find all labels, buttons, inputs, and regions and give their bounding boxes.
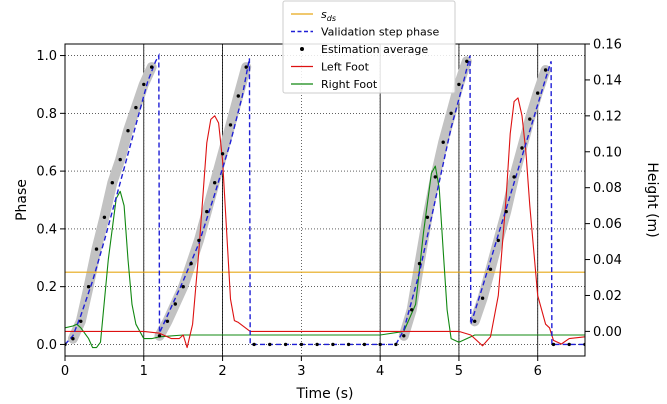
estimation-spread-band: [469, 65, 551, 327]
estimation-average-point: [457, 82, 461, 87]
legend: sds Validation step phase Estimation avera…: [282, 0, 456, 94]
right-y-tick-label: 0.00: [593, 325, 622, 340]
estimation-average-point: [181, 285, 185, 289]
estimation-average-point: [126, 129, 130, 133]
validation-step-phase-line: [65, 52, 585, 346]
x-tick-label: 6: [534, 364, 542, 379]
right-y-tick-label: 0.04: [593, 253, 622, 268]
x-tick-label: 0: [61, 364, 69, 379]
estimation-average-point: [402, 334, 406, 338]
legend-label: Validation step phase: [321, 26, 440, 39]
left-y-axis-label: Phase: [14, 179, 30, 221]
x-tick-label: 5: [455, 364, 463, 379]
right-y-axis: 0.00 0.02 0.04 0.06 0.08 0.10 0.12 0.14 0.16: [585, 38, 622, 340]
right-y-tick-label: 0.10: [593, 145, 622, 160]
estimation-average-point: [252, 342, 256, 347]
estimation-average-point: [504, 209, 508, 214]
x-tick-label: 3: [297, 364, 305, 379]
right-foot-line: [65, 165, 585, 349]
left-y-tick-label: 1.0: [36, 49, 57, 64]
left-y-tick-label: 0.2: [36, 280, 57, 295]
estimation-average-point: [520, 146, 524, 150]
estimation-average-point: [496, 238, 500, 243]
estimation-average-point: [94, 247, 99, 251]
estimation-average-point: [543, 68, 548, 72]
estimation-average-point: [244, 65, 248, 69]
x-tick-label: 1: [140, 364, 148, 379]
estimation-average-point: [134, 105, 138, 110]
estimation-average-point: [150, 65, 154, 69]
legend-label: Left Foot: [321, 61, 370, 74]
estimation-average-point: [299, 342, 304, 347]
estimation-average-point: [567, 342, 571, 347]
estimation-average-point: [417, 261, 422, 266]
estimation-average-point: [480, 296, 485, 300]
estimation-average-point: [331, 342, 335, 347]
legend-label-subscript: ds: [327, 14, 336, 23]
estimation-average-point: [362, 342, 367, 347]
left-y-tick-label: 0.8: [36, 107, 57, 122]
estimation-average-point: [157, 334, 162, 338]
estimation-average-point: [110, 181, 115, 185]
left-y-tick-label: 0.4: [36, 222, 57, 237]
estimation-average-point: [118, 157, 122, 162]
legend-box: [282, 0, 456, 94]
estimation-average-point: [205, 209, 209, 214]
estimation-average-point: [220, 152, 225, 156]
estimation-average-point: [512, 175, 516, 179]
estimation-average-point: [528, 117, 532, 121]
estimation-average-point: [378, 342, 382, 347]
estimation-average-point: [71, 337, 75, 341]
series-layer: [65, 52, 585, 349]
estimation-average-point: [551, 342, 556, 347]
legend-label: Right Foot: [321, 78, 378, 91]
x-tick-label: 4: [376, 364, 384, 379]
x-tick-label: 2: [218, 364, 226, 379]
estimation-average-point: [433, 175, 437, 179]
legend-label: Estimation average: [321, 43, 428, 56]
right-y-tick-label: 0.14: [593, 73, 622, 88]
estimation-average-point: [346, 342, 351, 347]
legend-swatch: [300, 47, 304, 51]
right-y-tick-label: 0.06: [593, 217, 622, 232]
estimation-average-point: [394, 342, 398, 347]
estimation-average-point: [189, 261, 193, 266]
left-y-tick-label: 0.0: [36, 338, 57, 353]
estimation-average-point: [173, 302, 177, 306]
estimation-average-point: [465, 59, 469, 63]
estimation-average-point: [410, 308, 414, 312]
estimation-average-point: [536, 91, 540, 95]
left-y-tick-label: 0.6: [36, 165, 57, 180]
estimation-average-point: [315, 342, 319, 347]
estimation-average-point: [236, 94, 240, 98]
estimation-average-point: [228, 123, 233, 127]
legend-label-main: s: [321, 8, 327, 21]
estimation-average-point: [142, 82, 146, 87]
right-y-tick-label: 0.16: [593, 38, 622, 53]
estimation-average-point: [488, 267, 493, 271]
estimation-average-point: [79, 319, 83, 323]
estimation-average-point: [213, 181, 217, 185]
estimation-average-point: [425, 215, 430, 219]
estimation-average-point: [165, 319, 170, 323]
right-y-tick-label: 0.02: [593, 289, 622, 304]
estimation-average-point: [473, 319, 477, 323]
estimation-average-point: [441, 140, 445, 144]
right-y-tick-label: 0.12: [593, 109, 622, 124]
estimation-average-point: [102, 215, 107, 219]
left-y-axis: 0.0 0.2 0.4 0.6 0.8 1.0: [36, 49, 65, 353]
left-foot-line: [65, 97, 585, 349]
x-axis-label: Time (s): [296, 386, 354, 402]
legend-label: sds: [321, 8, 336, 23]
x-axis: 0 1 2 3 4 5 6: [61, 356, 542, 379]
estimation-spread-band: [154, 62, 252, 341]
estimation-average-point: [268, 342, 272, 347]
right-y-axis-label: Height (m): [644, 162, 660, 237]
right-y-tick-label: 0.08: [593, 181, 622, 196]
estimation-average-point: [197, 238, 201, 243]
estimation-average-point: [86, 285, 91, 289]
estimation-average-point: [449, 111, 453, 116]
estimation-average-point: [283, 342, 288, 347]
